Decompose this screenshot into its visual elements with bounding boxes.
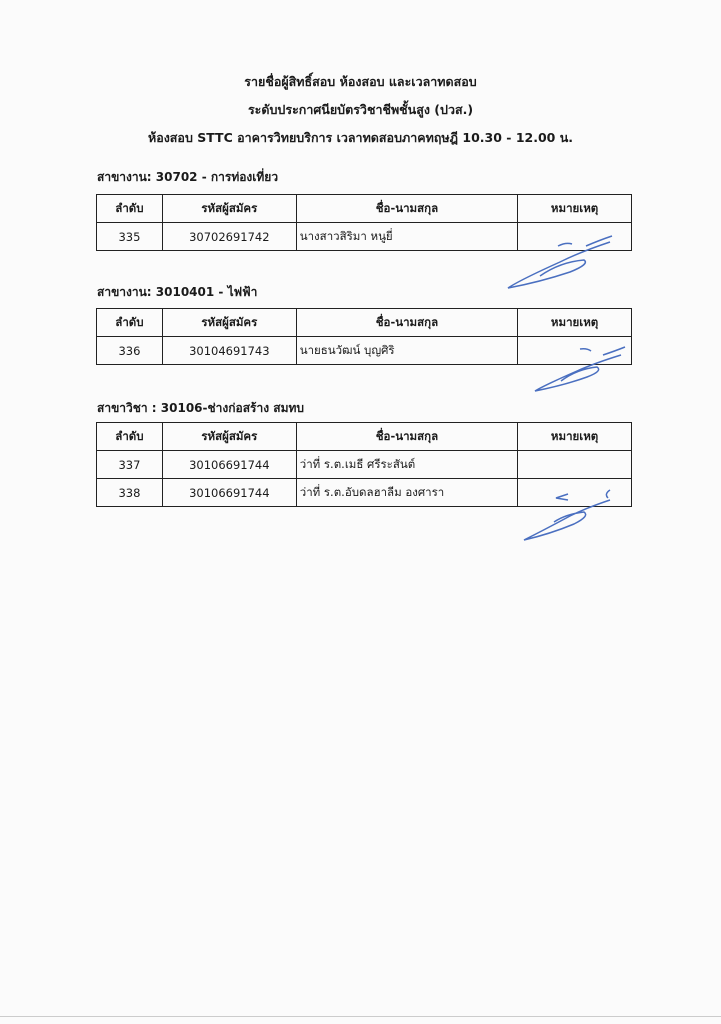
cell-id: 30106691744 <box>161 478 297 507</box>
column-header-no: ลำดับ <box>96 194 163 223</box>
table-header-row: ลำดับ รหัสผู้สมัคร ชื่อ-นามสกุล หมายเหตุ <box>96 308 632 337</box>
cell-note <box>517 478 632 507</box>
column-header-id: รหัสผู้สมัคร <box>161 422 297 451</box>
column-header-id: รหัสผู้สมัคร <box>161 308 297 337</box>
column-header-no: ลำดับ <box>96 422 163 451</box>
cell-name: นายธนวัฒน์ บุญศิริ <box>295 336 519 365</box>
candidate-table: ลำดับ รหัสผู้สมัคร ชื่อ-นามสกุล หมายเหตุ… <box>96 422 632 507</box>
column-header-note: หมายเหตุ <box>517 194 632 223</box>
document-title: รายชื่อผู้สิทธิ์สอบ ห้องสอบ และเวลาทดสอบ <box>244 74 477 89</box>
cell-no: 337 <box>96 450 163 479</box>
cell-id: 30702691742 <box>161 222 297 251</box>
cell-id: 30106691744 <box>161 450 297 479</box>
page-edge <box>0 1016 721 1017</box>
table-row: 337 30106691744 ว่าที่ ร.ต.เมธี ศรีระสัน… <box>96 450 632 479</box>
column-header-name: ชื่อ-นามสกุล <box>295 194 519 223</box>
cell-name: นางสาวสิริมา หนูยี่ <box>295 222 519 251</box>
column-header-id: รหัสผู้สมัคร <box>161 194 297 223</box>
column-header-name: ชื่อ-นามสกุล <box>295 308 519 337</box>
cell-no: 335 <box>96 222 163 251</box>
table-header-row: ลำดับ รหัสผู้สมัคร ชื่อ-นามสกุล หมายเหตุ <box>96 422 632 451</box>
section-label: สาขางาน: 3010401 - ไฟฟ้า <box>97 285 258 299</box>
candidate-table: ลำดับ รหัสผู้สมัคร ชื่อ-นามสกุล หมายเหตุ… <box>96 308 632 365</box>
signature-mark <box>523 489 611 541</box>
cell-note <box>517 222 632 251</box>
column-header-note: หมายเหตุ <box>517 422 632 451</box>
cell-no: 338 <box>96 478 163 507</box>
column-header-no: ลำดับ <box>96 308 163 337</box>
column-header-note: หมายเหตุ <box>517 308 632 337</box>
cell-name: ว่าที่ ร.ต.เมธี ศรีระสันต์ <box>295 450 519 479</box>
signature-mark <box>507 235 613 289</box>
signature-mark <box>534 346 626 392</box>
column-header-name: ชื่อ-นามสกุล <box>295 422 519 451</box>
candidate-table: ลำดับ รหัสผู้สมัคร ชื่อ-นามสกุล หมายเหตุ… <box>96 194 632 251</box>
cell-note <box>517 450 632 479</box>
cell-id: 30104691743 <box>161 336 297 365</box>
table-row: 338 30106691744 ว่าที่ ร.ต.อับดลฮาลีม อง… <box>96 478 632 507</box>
table-header-row: ลำดับ รหัสผู้สมัคร ชื่อ-นามสกุล หมายเหตุ <box>96 194 632 223</box>
table-row: 336 30104691743 นายธนวัฒน์ บุญศิริ <box>96 336 632 365</box>
document-subtitle: ระดับประกาศนียบัตรวิชาชีพชั้นสูง (ปวส.) <box>247 102 474 117</box>
exam-room-time: ห้องสอบ STTC อาคารวิทยบริการ เวลาทดสอบภา… <box>147 130 574 145</box>
section-label: สาขางาน: 30702 - การท่องเที่ยว <box>97 170 279 184</box>
cell-note <box>517 336 632 365</box>
table-row: 335 30702691742 นางสาวสิริมา หนูยี่ <box>96 222 632 251</box>
section-label: สาขาวิชา : 30106-ช่างก่อสร้าง สมทบ <box>97 401 305 415</box>
cell-no: 336 <box>96 336 163 365</box>
cell-name: ว่าที่ ร.ต.อับดลฮาลีม องศารา <box>295 478 519 507</box>
